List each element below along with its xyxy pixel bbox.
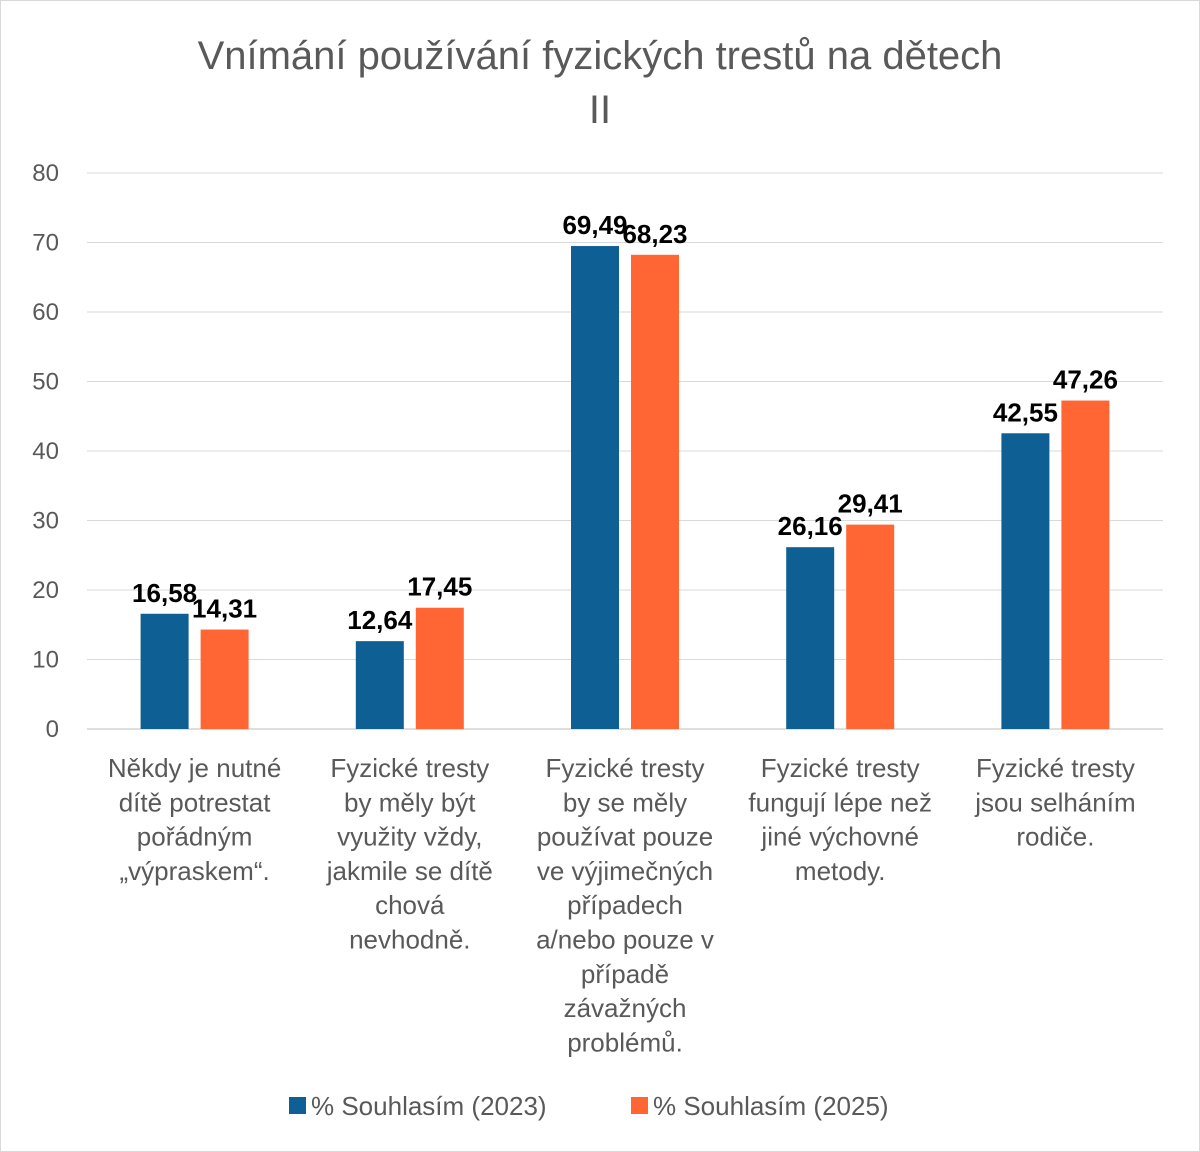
chart-title: Vnímání používání fyzických trestů na dě… [198,34,1003,132]
x-axis-categories: Někdy je nutné dítě potrestat pořádným „výp… [108,753,1136,1057]
legend-label: % Souhlasím (2025) [653,1091,889,1121]
y-axis-ticks: 0 10 20 30 40 50 60 70 80 [32,160,59,743]
category-label-line: by měly být [344,787,476,817]
category-label-line: metody. [795,856,886,886]
data-label: 12,64 [347,605,413,635]
category-label-line: chová [375,890,445,920]
y-tick-label: 10 [32,647,59,674]
category-label-line: pořádným [137,822,253,852]
category-label-line: Někdy je nutné [108,753,281,783]
y-tick-label: 50 [32,369,59,396]
data-label: 29,41 [838,489,903,519]
bar-2025 [631,254,679,729]
y-tick-label: 60 [32,299,59,326]
data-label: 47,26 [1053,365,1118,395]
data-label: 69,49 [562,210,627,240]
gridlines [87,172,1163,730]
category-label-line: problémů. [567,1027,683,1057]
category-label-line: závažných [564,993,687,1023]
bar-2025 [415,607,464,729]
bars [140,246,1110,729]
data-label: 14,31 [192,594,257,624]
category-label-line: jakmile se dítě [326,856,493,886]
category-label-line: Fyzické tresty [546,753,705,783]
category-label-line: jiné výchovné [760,822,919,852]
data-label: 16,58 [132,578,197,608]
category-label-line: by se měly [563,787,687,817]
data-label: 42,55 [993,397,1058,427]
legend-swatch-2025 [631,1097,648,1114]
bar-2023 [786,547,835,729]
y-tick-label: 70 [32,230,59,257]
category-label-line: dítě potrestat [119,787,272,817]
bar-2025 [200,629,249,729]
bar-2025 [846,524,895,729]
bar-2025 [1061,400,1110,729]
data-label: 17,45 [407,572,472,602]
chart-title-line: II [589,88,611,132]
category-label-line: používat pouze [537,822,713,852]
y-tick-label: 0 [46,716,59,743]
category-label-line: využity vždy, [337,822,482,852]
y-tick-label: 20 [32,577,59,604]
bar-2023 [1001,433,1050,729]
category-label-line: Fyzické tresty [330,753,489,783]
y-tick-label: 30 [32,508,59,535]
legend-label: % Souhlasím (2023) [311,1091,547,1121]
category-label-line: jsou selháním [974,787,1135,817]
chart-title-line: Vnímání používání fyzických trestů na dě… [198,34,1003,78]
bar-2023 [571,246,619,729]
bar-2023 [355,641,404,729]
category-label-line: fungují lépe než [748,787,932,817]
category-label-line: případech [567,890,683,920]
category-label-line: „výpraskem“. [119,856,269,886]
data-label: 26,16 [778,511,843,541]
y-tick-label: 80 [32,160,59,187]
category-label-line: a/nebo pouze v [536,925,714,955]
legend-swatch-2023 [289,1097,306,1114]
category-label-line: nevhodně. [349,925,470,955]
bar-2023 [140,613,189,729]
category-label-line: ve výjimečných [537,856,713,886]
category-label-line: případě [581,959,669,989]
y-tick-label: 40 [32,438,59,465]
category-label-line: Fyzické tresty [761,753,920,783]
legend: % Souhlasím (2023) % Souhlasím (2025) [289,1091,889,1121]
data-label: 68,23 [622,219,687,249]
category-label-line: rodiče. [1016,822,1094,852]
category-label-line: Fyzické tresty [976,753,1135,783]
